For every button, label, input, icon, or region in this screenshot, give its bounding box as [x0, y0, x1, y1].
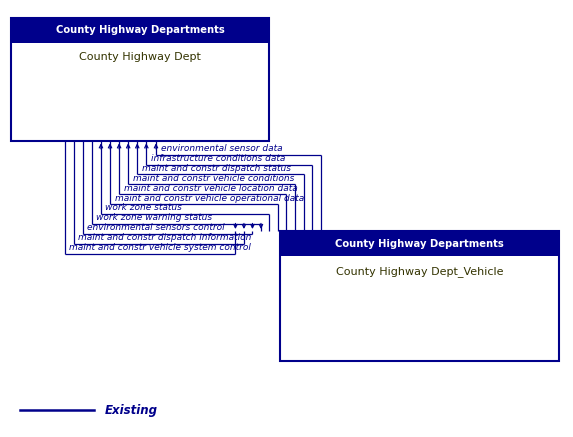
- Text: work zone status: work zone status: [105, 204, 182, 212]
- Text: maint and constr dispatch information: maint and constr dispatch information: [79, 233, 252, 242]
- Bar: [11, 18, 269, 141]
- Text: maint and constr vehicle conditions: maint and constr vehicle conditions: [133, 173, 294, 183]
- Text: maint and constr vehicle system control: maint and constr vehicle system control: [69, 243, 251, 252]
- Text: work zone warning status: work zone warning status: [96, 213, 213, 222]
- Text: maint and constr dispatch status: maint and constr dispatch status: [142, 164, 291, 173]
- Text: maint and constr vehicle operational data: maint and constr vehicle operational dat…: [115, 194, 304, 202]
- Text: County Highway Dept_Vehicle: County Highway Dept_Vehicle: [336, 266, 503, 277]
- Bar: [11, 18, 269, 43]
- Text: County Highway Dept: County Highway Dept: [80, 52, 201, 62]
- Text: County Highway Departments: County Highway Departments: [56, 25, 225, 35]
- Bar: [280, 232, 559, 257]
- Text: maint and constr vehicle location data: maint and constr vehicle location data: [124, 184, 297, 193]
- Text: environmental sensor data: environmental sensor data: [160, 144, 282, 153]
- Text: Existing: Existing: [105, 404, 158, 417]
- Text: environmental sensors control: environmental sensors control: [87, 223, 225, 232]
- Text: County Highway Departments: County Highway Departments: [335, 239, 504, 249]
- Bar: [280, 232, 559, 361]
- Text: infrastructure conditions data: infrastructure conditions data: [151, 154, 285, 163]
